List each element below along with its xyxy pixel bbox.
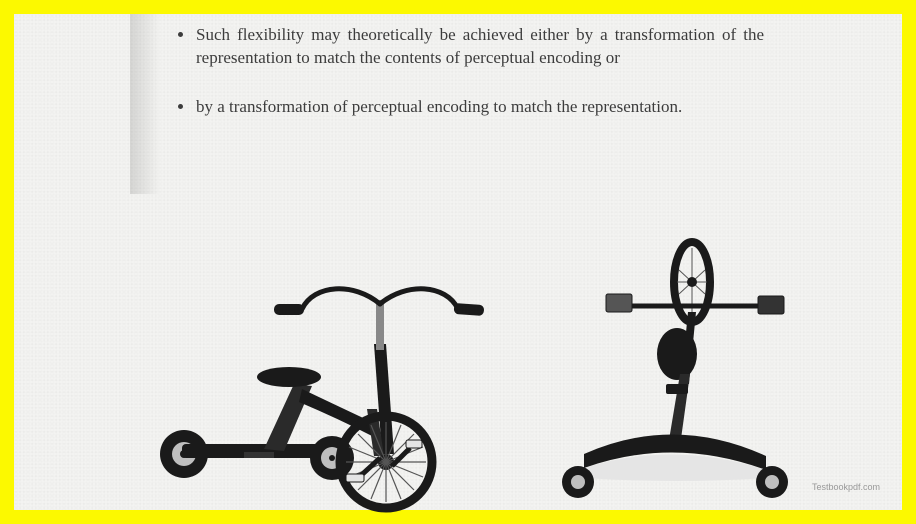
left-edge-shadow bbox=[130, 14, 160, 194]
watermark-text: Testbookpdf.com bbox=[812, 482, 880, 492]
bullet-dot-icon bbox=[178, 104, 183, 109]
bullet-text: by a transformation of perceptual encodi… bbox=[196, 97, 682, 116]
tricycle-top-illustration bbox=[514, 234, 834, 504]
bullet-text-block: Such flexibility may theoretically be ac… bbox=[174, 24, 764, 145]
bullet-item: Such flexibility may theoretically be ac… bbox=[174, 24, 764, 70]
yellow-outer-frame: Such flexibility may theoretically be ac… bbox=[0, 0, 916, 524]
bullet-text: Such flexibility may theoretically be ac… bbox=[196, 25, 764, 67]
illustrations-area bbox=[114, 224, 854, 514]
tricycle-side-illustration bbox=[154, 254, 484, 514]
slide-content-area: Such flexibility may theoretically be ac… bbox=[14, 14, 902, 510]
bullet-item: by a transformation of perceptual encodi… bbox=[174, 96, 764, 119]
bullet-dot-icon bbox=[178, 32, 183, 37]
